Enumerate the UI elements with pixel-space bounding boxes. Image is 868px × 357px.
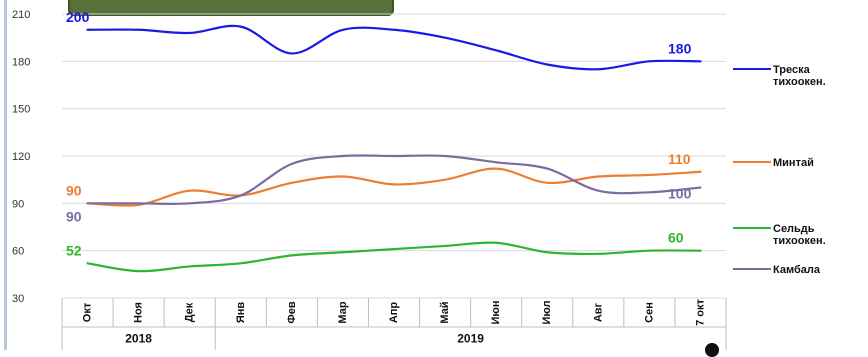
series-line bbox=[86, 167, 702, 207]
x-tick-label: Окт bbox=[82, 302, 94, 322]
y-tick-label: 180 bbox=[12, 56, 30, 68]
y-tick-label: 30 bbox=[12, 293, 24, 305]
data-labels: 200 180 90 110 52 60 90 100 bbox=[66, 9, 692, 259]
data-label: 180 bbox=[668, 40, 692, 56]
year-label: 2019 bbox=[457, 332, 484, 346]
x-tick-label: Сен bbox=[643, 302, 655, 323]
y-axis: 30 60 90 120 150 180 210 bbox=[12, 9, 30, 305]
series-line bbox=[86, 241, 702, 273]
data-label: 90 bbox=[66, 208, 82, 224]
data-label: 60 bbox=[668, 230, 684, 246]
data-label: 200 bbox=[66, 9, 90, 25]
series-line bbox=[86, 154, 702, 206]
x-tick-label: Фев bbox=[286, 301, 298, 324]
legend-label: Треска bbox=[773, 64, 811, 76]
legend: Трескатихоокен.МинтайСельдьтихоокен.Камб… bbox=[733, 64, 826, 276]
legend-label: Камбала bbox=[773, 264, 821, 276]
y-tick-label: 120 bbox=[12, 151, 30, 163]
header-bar bbox=[68, 0, 394, 16]
y-tick-label: 60 bbox=[12, 246, 24, 258]
data-label: 52 bbox=[66, 242, 82, 258]
data-label: 110 bbox=[668, 151, 691, 167]
x-tick-label: Мар bbox=[337, 301, 349, 323]
x-tick-label: Авг bbox=[592, 302, 604, 322]
legend-label: Сельдь bbox=[773, 223, 815, 235]
x-tick-label: Май bbox=[439, 301, 451, 323]
data-label: 90 bbox=[66, 182, 82, 198]
chart-frame bbox=[4, 0, 866, 350]
x-tick-label: Ноя bbox=[133, 302, 145, 323]
series-line bbox=[86, 24, 702, 71]
x-tick-label: Июн bbox=[490, 301, 502, 325]
x-axis: Окт Ноя Дек Янв Фев Мар Апр Май Июн Июл Авг Сен 7 ок… bbox=[61, 298, 727, 350]
legend-label: тихоокен. bbox=[773, 76, 826, 88]
legend-label: тихоокен. bbox=[773, 235, 826, 247]
year-label: 2018 bbox=[125, 332, 152, 346]
data-label: 100 bbox=[668, 186, 692, 202]
legend-label: Минтай bbox=[773, 157, 814, 169]
x-tick-label: Янв bbox=[235, 302, 247, 324]
y-tick-label: 90 bbox=[12, 198, 24, 210]
y-tick-label: 150 bbox=[12, 104, 30, 116]
x-tick-label: 7 окт bbox=[694, 299, 706, 326]
cursor-dot bbox=[705, 343, 719, 357]
y-tick-label: 210 bbox=[12, 9, 30, 21]
x-tick-label: Июл bbox=[541, 300, 553, 324]
series-lines bbox=[86, 24, 702, 273]
x-tick-label: Апр bbox=[388, 302, 400, 324]
x-tick-label: Дек bbox=[184, 302, 196, 322]
